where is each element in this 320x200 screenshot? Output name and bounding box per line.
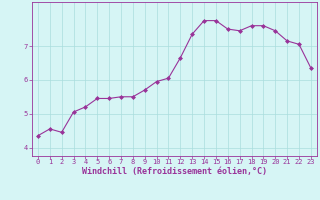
X-axis label: Windchill (Refroidissement éolien,°C): Windchill (Refroidissement éolien,°C) (82, 167, 267, 176)
